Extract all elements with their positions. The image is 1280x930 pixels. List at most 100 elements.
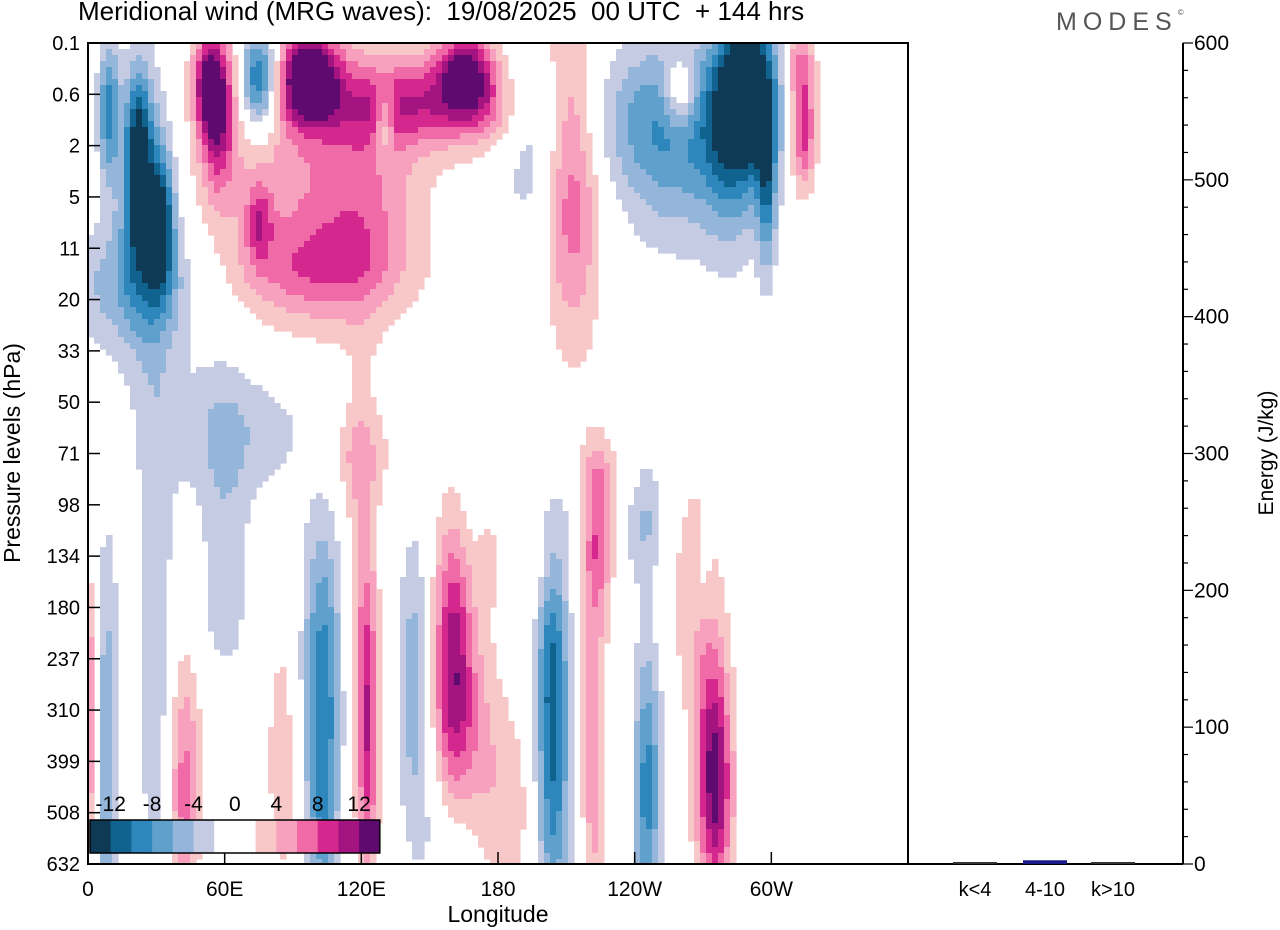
field-cell [538,847,545,854]
field-cell [124,277,131,284]
field-cell [664,127,695,134]
field-cell [466,547,497,554]
field-cell [400,751,407,758]
field-cell [718,175,749,182]
field-cell [514,169,533,176]
field-cell [442,541,461,548]
field-cell [724,49,731,56]
field-cell [184,79,191,86]
field-cell [352,535,359,542]
field-cell [196,751,203,758]
field-cell [556,697,563,704]
field-cell [448,589,461,596]
field-cell [118,85,131,92]
field-cell [364,697,371,704]
field-cell [190,763,197,770]
field-cell [340,727,347,734]
field-cell [250,67,263,74]
field-cell [202,85,227,92]
field-cell [160,181,167,188]
field-cell [142,583,167,590]
field-cell [688,79,695,86]
field-cell [442,673,449,680]
field-cell [142,499,173,506]
field-cell [316,685,329,692]
field-cell [196,187,209,194]
field-cell [712,115,773,122]
field-cell [280,79,287,86]
field-cell [316,583,329,590]
field-cell [556,715,563,722]
field-cell [370,235,389,242]
field-cell [676,553,701,560]
field-cell [712,805,719,812]
field-cell [580,655,587,662]
field-cell [496,97,503,104]
field-cell [586,721,599,728]
field-cell [610,553,617,560]
field-cell [166,277,173,284]
field-cell [532,745,539,752]
field-cell [292,73,335,80]
field-cell [544,613,551,620]
field-cell [700,619,719,626]
field-cell [538,793,545,800]
field-cell [316,805,329,812]
field-cell [334,727,341,734]
field-cell [334,619,341,626]
field-cell [634,487,659,494]
field-cell [154,103,161,110]
field-cell [436,619,443,626]
field-cell [322,49,329,56]
field-cell [106,175,125,182]
field-cell [280,109,287,116]
field-cell [484,127,497,134]
field-cell [202,127,209,134]
field-cell [274,325,389,332]
field-cell [280,667,287,674]
field-cell [694,79,701,86]
field-cell [706,757,719,764]
field-cell [400,271,431,278]
field-cell [280,55,287,62]
field-cell [358,811,365,818]
field-cell [352,547,359,554]
field-cell [208,427,251,434]
field-cell [106,631,113,638]
field-cell [310,745,317,752]
field-cell [400,109,419,116]
field-cell [124,235,131,242]
field-cell [604,115,617,122]
field-cell [202,163,209,170]
field-cell [658,769,665,776]
field-cell [316,589,329,596]
field-cell [538,775,545,782]
field-cell [310,559,335,566]
field-cell [406,571,419,578]
field-cell [100,745,113,752]
field-cell [214,637,239,644]
field-cell [340,91,353,98]
field-cell [100,553,113,560]
field-cell [532,637,539,644]
field-cell [538,745,545,752]
field-cell [460,625,467,632]
field-cell [610,499,617,506]
field-cell [100,199,119,206]
field-cell [670,115,689,122]
field-cell [142,595,167,602]
field-cell [676,607,725,614]
field-cell [274,121,281,128]
field-cell [118,139,125,146]
field-cell [778,49,785,56]
field-cell [712,55,719,62]
field-cell [376,703,383,710]
field-cell [232,61,239,68]
field-cell [268,61,275,68]
field-cell [730,769,737,776]
field-cell [442,607,467,614]
field-cell [388,217,407,224]
field-cell [214,643,239,650]
field-cell [448,643,461,650]
field-cell [700,43,713,50]
